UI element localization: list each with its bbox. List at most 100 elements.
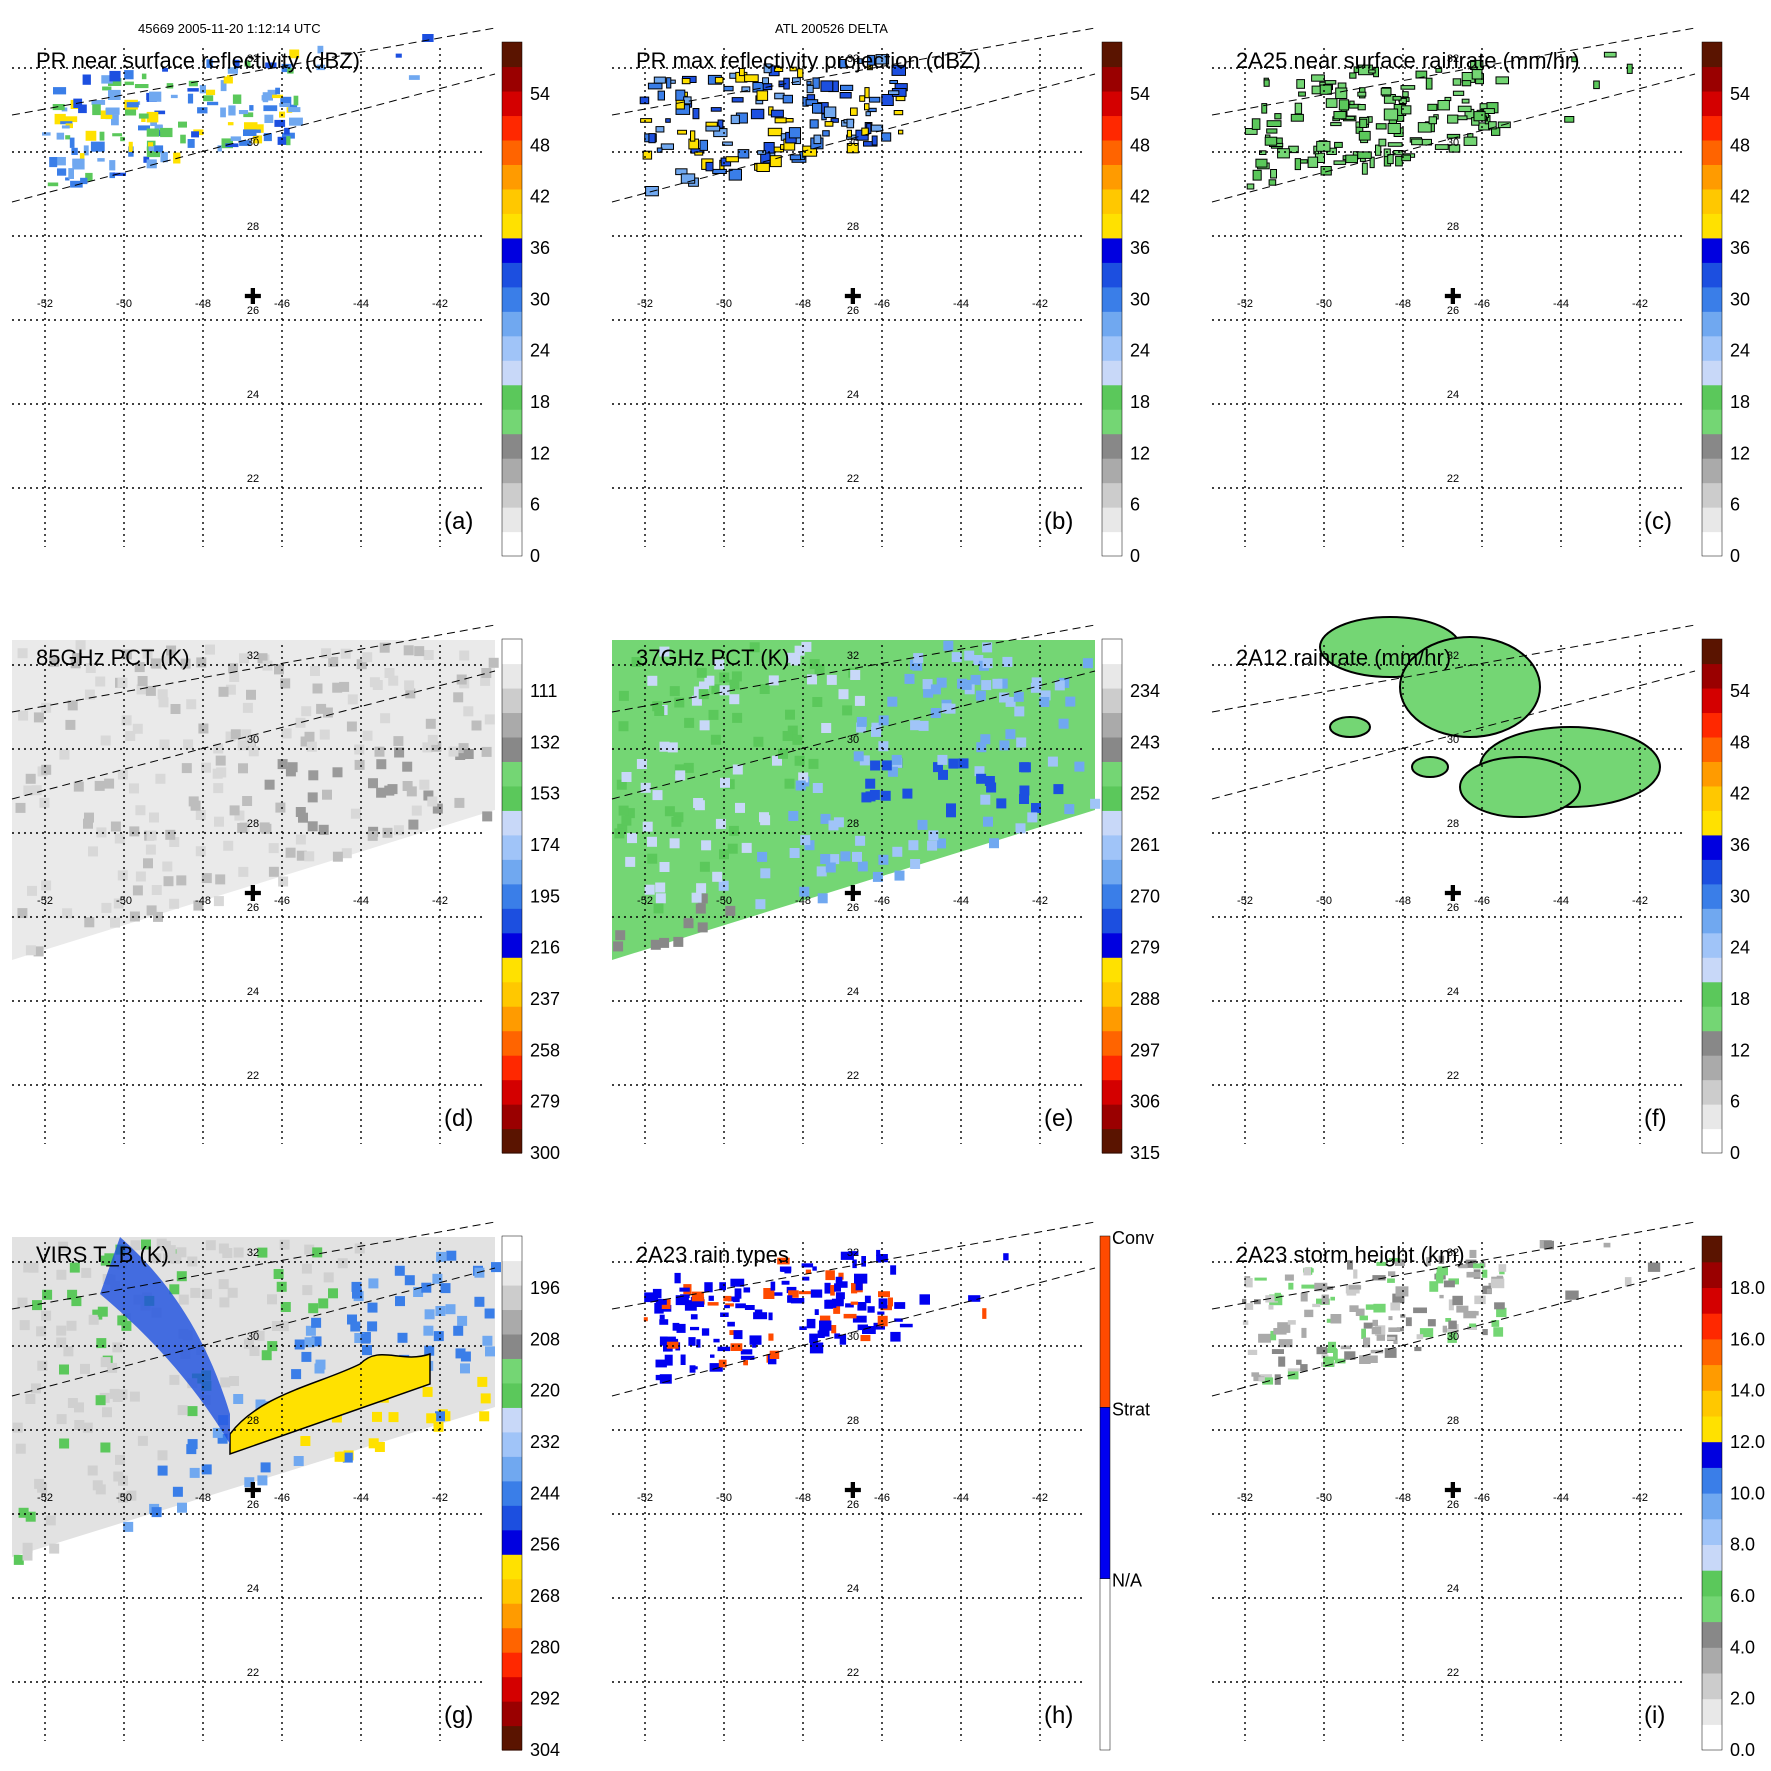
echo-cell [1316,140,1331,152]
panel-label: (b) [1044,508,1073,535]
echo-cell [1242,1298,1247,1304]
colorbar-segment [1702,66,1722,92]
lon-tick-label: -44 [353,1492,369,1504]
field-cell [118,1492,128,1503]
lat-tick-label: 32 [1447,53,1459,65]
colorbar-segment [1702,981,1722,1007]
field-cell [455,1348,466,1359]
colorbar-segment [1702,1724,1722,1751]
field-cell [183,739,194,750]
field-cell [157,1450,168,1461]
echo-cell [840,84,854,92]
echo-cell [1358,130,1371,141]
storm-center-marker: ✚ [844,285,862,310]
echo-cell [654,1303,664,1314]
echo-cell [740,1355,755,1360]
field-cell [153,911,163,922]
echo-cell [770,1281,776,1291]
lat-tick-label: 24 [247,986,259,998]
panel-label: (c) [1644,508,1672,535]
lon-tick-label: -46 [1474,1492,1490,1504]
field-cell [854,695,865,706]
colorbar-tick-label: 279 [530,1092,560,1112]
echo-cell [819,1320,832,1331]
echo-cell [1435,1272,1444,1284]
field-cell [88,846,98,857]
colorbar-tick-label: 270 [1130,886,1160,906]
echo-cell [1246,183,1255,190]
lat-tick-label: 30 [1447,137,1459,149]
field-cell [134,662,145,673]
field-cell [402,761,413,772]
echo-cell [893,110,904,116]
echo-cell [146,111,159,123]
field-cell [201,873,212,884]
field-cell [219,1297,230,1308]
echo-cell [1311,74,1325,82]
lat-tick-label: 24 [1447,1583,1459,1595]
echo-cell [160,127,173,138]
field-cell [820,813,831,824]
echo-cell [705,125,721,132]
field-cell [177,1502,187,1513]
echo-cell [1254,1299,1261,1305]
field-cell [237,740,248,751]
echo-cell [735,1303,746,1309]
colorbar-tick-label: 216 [530,938,560,958]
field-cell [930,708,941,718]
colorbar-segment [1102,981,1122,1007]
colorbar-segment [502,834,522,860]
lat-tick-label: 26 [247,1499,259,1511]
colorbar-segment [502,409,522,435]
field-cell [301,706,312,717]
field-cell [795,780,806,791]
colorbar-segment [1702,286,1722,312]
echo-cell [1474,1295,1486,1305]
echo-cell [894,1302,906,1309]
field-cell [287,762,298,773]
colorbar-segment [502,1456,522,1482]
field-cell [440,1283,451,1294]
echo-cell [1400,85,1416,90]
field-cell [193,900,204,911]
colorbar-segment [502,663,522,689]
echo-cell [843,1313,857,1319]
echo-cell [717,1346,731,1352]
echo-cell [207,101,219,106]
echo-cell [809,119,819,129]
echo-cell [262,92,269,103]
echo-cell [82,74,91,85]
lat-tick-label: 24 [847,986,859,998]
field-cell [213,896,224,907]
colorbar-segment [1702,1595,1722,1623]
field-cell [259,822,270,833]
field-cell [354,759,365,770]
field-cell [141,1239,151,1250]
field-cell [1058,718,1069,729]
field-cell [436,1251,447,1262]
field-cell [404,1275,415,1286]
colorbar-segment [1702,663,1722,689]
echo-cell [1003,1253,1009,1261]
field-cell [446,1250,457,1261]
field-cell [471,720,482,731]
grid-f [1212,645,1682,1144]
lon-tick-label: -50 [1316,1492,1332,1504]
lon-tick-label: -50 [1316,895,1332,907]
field-cell [453,692,464,703]
echo-cell [1603,1242,1611,1248]
echo-cell [263,105,278,112]
colorbar-segment [502,785,522,811]
field-cell [246,689,256,700]
echo-cell [1626,63,1633,74]
echo-cell [750,108,765,120]
colorbar-segment [502,1284,522,1311]
field-cell [322,789,332,800]
colorbar-segment [1702,1030,1722,1056]
field-cell [362,730,373,741]
field-cell [655,893,666,904]
echo-cell [1439,1294,1444,1299]
field-cell [178,1294,189,1305]
field-cell [424,1309,435,1320]
